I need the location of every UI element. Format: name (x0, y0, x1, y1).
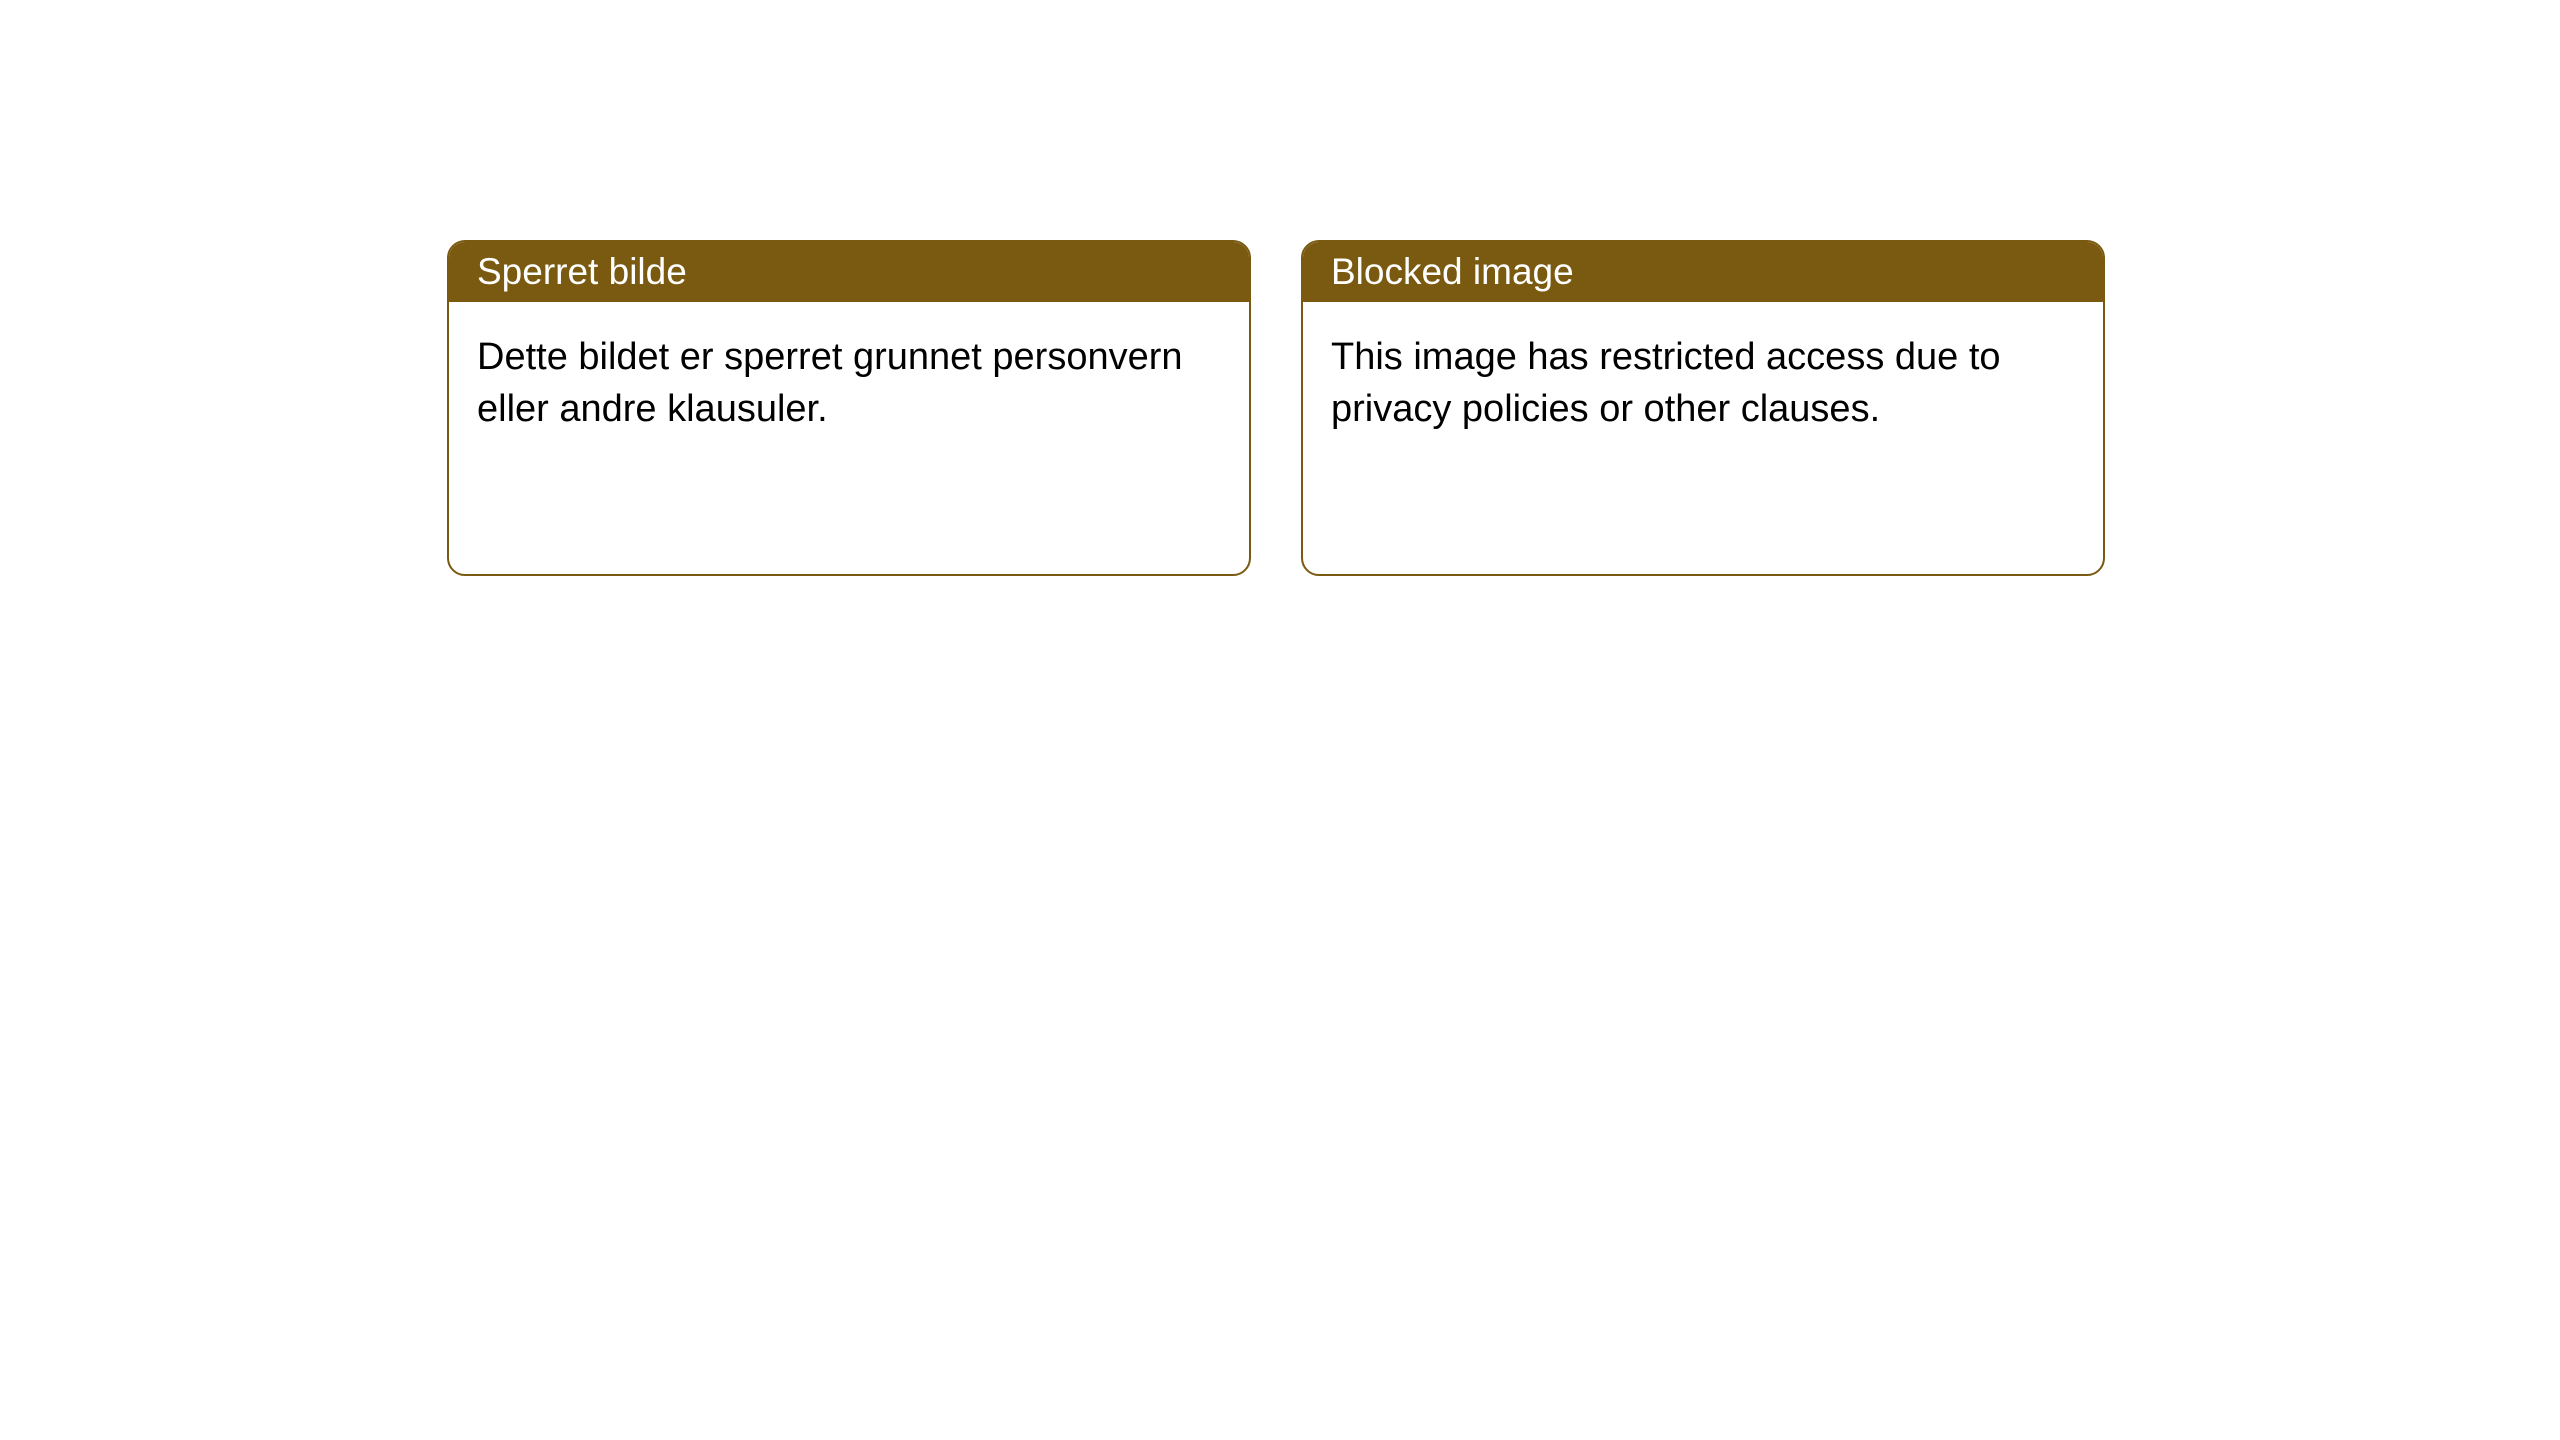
notice-header: Blocked image (1303, 242, 2103, 302)
notice-container: Sperret bilde Dette bildet er sperret gr… (0, 0, 2560, 576)
notice-header: Sperret bilde (449, 242, 1249, 302)
notice-body: Dette bildet er sperret grunnet personve… (449, 302, 1249, 465)
notice-card-norwegian: Sperret bilde Dette bildet er sperret gr… (447, 240, 1251, 576)
notice-card-english: Blocked image This image has restricted … (1301, 240, 2105, 576)
notice-body: This image has restricted access due to … (1303, 302, 2103, 465)
